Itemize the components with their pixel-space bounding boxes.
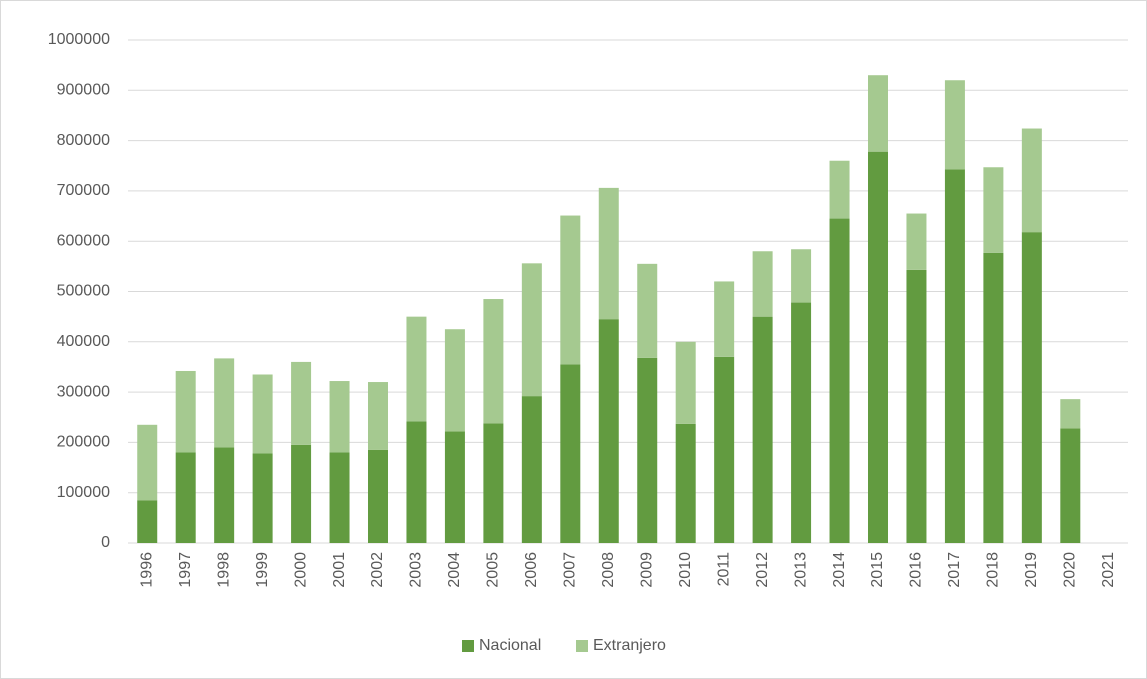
bar-segment [675, 423, 696, 543]
bar-segment [329, 381, 350, 453]
y-tick-label: 1000000 [48, 31, 110, 48]
bar-segment [1060, 428, 1081, 543]
bar-segment [291, 361, 312, 445]
bar-segment [329, 452, 350, 543]
x-tick-label: 2012 [754, 552, 771, 588]
x-tick-label: 2010 [677, 552, 694, 588]
y-tick-label: 400000 [57, 333, 110, 350]
x-tick-label: 2019 [1023, 552, 1040, 588]
bar-segment [637, 357, 658, 543]
bar-segment [675, 341, 696, 424]
bar-segment [483, 423, 504, 543]
bar-segment [598, 319, 619, 543]
bar-segment [406, 316, 427, 422]
x-tick-label: 1996 [138, 552, 155, 588]
bar-segment [791, 302, 812, 543]
y-tick-label: 100000 [57, 484, 110, 501]
bar-segment [752, 251, 773, 317]
x-tick-label: 2007 [562, 552, 579, 588]
x-tick-label: 1999 [254, 552, 271, 588]
y-tick-label: 300000 [57, 383, 110, 400]
y-tick-label: 0 [101, 534, 110, 551]
bar-segment [714, 356, 735, 543]
x-tick-label: 2015 [869, 552, 886, 588]
bar-segment [1021, 128, 1042, 233]
x-tick-label: 2002 [369, 552, 386, 588]
x-tick-label: 2005 [485, 552, 502, 588]
bar-segment [906, 213, 927, 270]
bar-segment [368, 382, 388, 450]
bar-segment [291, 444, 312, 543]
x-tick-label: 2003 [408, 552, 425, 588]
bar-segment [1021, 232, 1042, 543]
legend-label: Extranjero [593, 637, 666, 654]
x-tick-label: 2011 [715, 552, 732, 587]
x-tick-label: 2009 [638, 552, 655, 588]
bar-segment [137, 424, 158, 501]
x-tick-label: 2008 [600, 552, 617, 588]
bar-segment [752, 316, 773, 543]
x-tick-label: 2006 [523, 552, 540, 588]
bar-segment [521, 396, 542, 543]
legend-swatch [462, 640, 474, 652]
legend-label: Nacional [479, 637, 541, 654]
bar-segment [906, 269, 927, 543]
bar-segment [560, 364, 581, 543]
y-tick-label: 900000 [57, 82, 110, 99]
bar-segment [944, 80, 965, 170]
x-tick-label: 2021 [1100, 552, 1117, 588]
bar-segment [252, 453, 273, 543]
bar-segment [521, 263, 542, 397]
x-tick-label: 1998 [215, 552, 232, 588]
bar-segment [175, 370, 196, 453]
bar-segment [214, 447, 235, 543]
y-tick-label: 200000 [57, 434, 110, 451]
bar-segment [868, 75, 888, 152]
bar-segment [983, 167, 1004, 253]
bar-segment [829, 218, 850, 543]
bar-segment [214, 358, 235, 448]
x-tick-label: 1997 [177, 552, 194, 588]
y-tick-label: 800000 [57, 132, 110, 149]
x-tick-label: 2016 [908, 552, 925, 588]
bar-segment [829, 160, 850, 219]
bar-segment [175, 452, 196, 543]
bar-segment [368, 449, 388, 543]
bar-segment [444, 329, 465, 432]
bar-segment [714, 281, 735, 357]
bar-segment [444, 431, 465, 543]
x-tick-label: 2017 [946, 552, 963, 588]
x-tick-label: 2018 [985, 552, 1002, 588]
bar-segment [1060, 399, 1081, 429]
bar-segment [791, 249, 812, 303]
x-tick-label: 2004 [446, 552, 463, 588]
bar-segment [944, 169, 965, 543]
bar-segment [137, 500, 158, 543]
bar-segment [252, 374, 273, 454]
bar-segment [868, 151, 888, 543]
x-tick-label: 2013 [792, 552, 809, 588]
x-tick-label: 2000 [292, 552, 309, 588]
bar-segment [637, 263, 658, 358]
bar-segment [406, 421, 427, 543]
bar-segment [598, 187, 619, 320]
x-tick-label: 2014 [831, 552, 848, 588]
x-tick-label: 2001 [331, 552, 348, 588]
bar-segment [983, 252, 1004, 544]
legend-swatch [576, 640, 588, 652]
y-tick-label: 700000 [57, 182, 110, 199]
bar-segment [560, 215, 581, 365]
bar-segment [483, 299, 504, 424]
y-tick-label: 600000 [57, 232, 110, 249]
x-tick-label: 2020 [1062, 552, 1079, 588]
y-tick-label: 500000 [57, 283, 110, 300]
